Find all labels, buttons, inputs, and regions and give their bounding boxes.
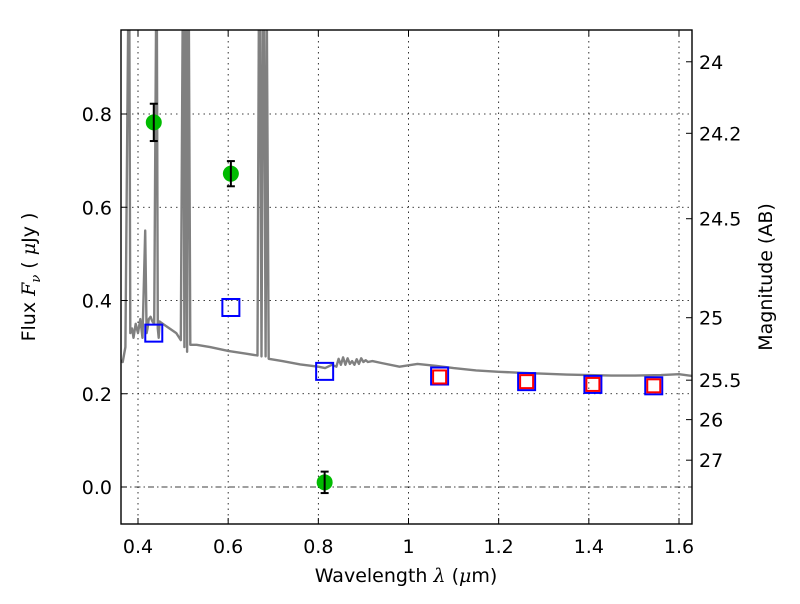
y2-axis-ticks: 24 24.2 24.5 25 25.5 26 27 bbox=[686, 52, 741, 472]
model_blue-square-marker bbox=[430, 366, 450, 386]
y-axis-ticks: 0.0 0.2 0.4 0.6 0.8 bbox=[82, 104, 127, 499]
x-axis-label: Wavelength λ (μm) bbox=[315, 565, 498, 587]
model_blue-square-marker bbox=[583, 374, 603, 394]
model_blue-square-marker bbox=[644, 376, 664, 396]
model_blue-square-marker bbox=[221, 297, 241, 317]
y-tick-label: 0.2 bbox=[82, 384, 112, 406]
plot-series bbox=[121, 30, 692, 495]
model_red-square-marker bbox=[519, 374, 535, 390]
model_blue-square-marker bbox=[315, 361, 335, 381]
y-tick-label: 0.4 bbox=[82, 291, 112, 313]
y-tick-label: 0.0 bbox=[82, 477, 112, 499]
x-tick-label: 0.4 bbox=[123, 536, 153, 558]
y2-axis-label: Magnitude (AB) bbox=[755, 203, 777, 351]
x-tick-label: 1 bbox=[402, 536, 414, 558]
model_blue-square-marker bbox=[517, 372, 537, 392]
model_red-square-marker bbox=[432, 369, 448, 385]
x-tick-label: 0.6 bbox=[213, 536, 243, 558]
x-axis-ticks: 0.4 0.6 0.8 1 1.2 1.4 1.6 bbox=[123, 30, 694, 558]
y2-tick-label: 24 bbox=[699, 52, 723, 74]
y2-tick-label: 27 bbox=[699, 450, 723, 472]
model_red-square-marker bbox=[585, 376, 601, 392]
y2-tick-label: 24.5 bbox=[699, 209, 741, 231]
model_red-square-marker bbox=[646, 378, 662, 394]
plot-frame bbox=[120, 29, 693, 525]
model_blue-square-marker bbox=[144, 323, 164, 343]
y-axis-label: Flux Fν ( μJy ) bbox=[18, 213, 44, 342]
x-tick-label: 1.2 bbox=[484, 536, 514, 558]
y2-tick-label: 25.5 bbox=[699, 370, 741, 392]
y-tick-label: 0.8 bbox=[82, 104, 112, 126]
y2-tick-label: 26 bbox=[699, 410, 723, 432]
x-tick-label: 1.6 bbox=[664, 536, 694, 558]
y2-tick-label: 24.2 bbox=[699, 123, 741, 145]
y2-tick-label: 25 bbox=[699, 308, 723, 330]
y-tick-label: 0.6 bbox=[82, 197, 112, 219]
x-tick-label: 1.4 bbox=[574, 536, 604, 558]
x-tick-label: 0.8 bbox=[303, 536, 333, 558]
